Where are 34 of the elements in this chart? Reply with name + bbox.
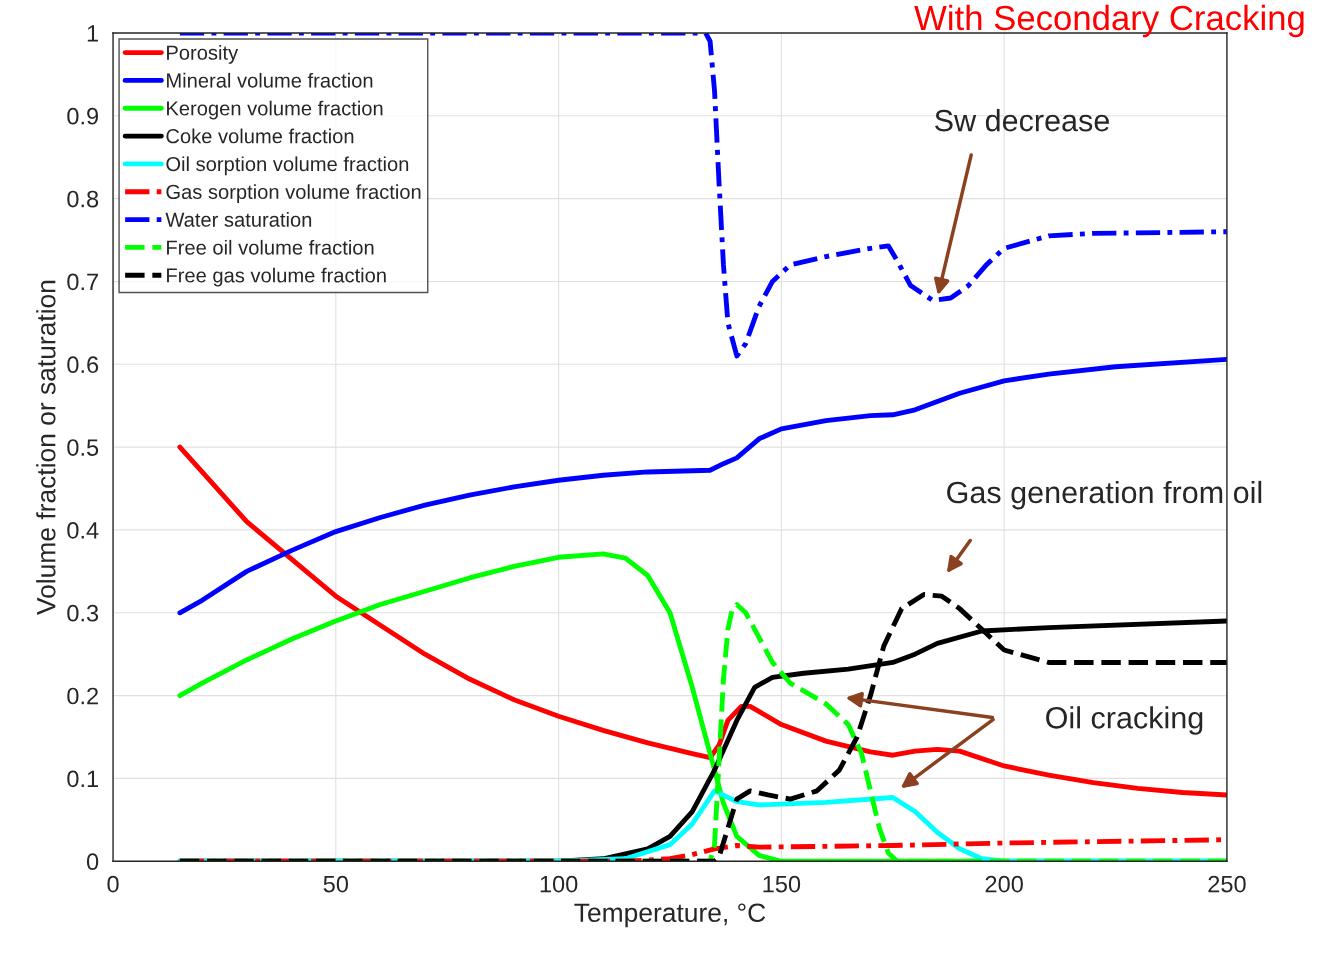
y-tick-label: 0.2	[67, 687, 98, 705]
y-tick-label: 0.5	[67, 439, 99, 456]
legend-label: Oil sorption volume fraction	[166, 156, 409, 176]
x-tick-label: 50	[323, 875, 349, 893]
legend-label: Kerogen volume fraction	[167, 100, 383, 120]
annotation: Gas generation from oil	[947, 480, 1262, 510]
y-tick-label: 1	[87, 25, 98, 42]
y-tick-label: 0	[86, 853, 99, 871]
y-tick-label: 0.1	[67, 770, 98, 788]
y-tick-label: 0.4	[67, 522, 99, 539]
y-tick-label: 0.9	[67, 107, 99, 125]
chart-title: With Secondary Cracking	[914, 4, 1304, 38]
y-tick-label: 0.3	[67, 604, 99, 622]
legend-label: Free gas volume fraction	[167, 267, 386, 287]
y-axis-title: Volume fraction or saturation	[36, 280, 56, 615]
y-tick-label: 0.8	[67, 190, 99, 208]
line-series	[177, 444, 1227, 798]
legend-label: Gas sorption volume fraction	[166, 184, 421, 203]
legend-label: Mineral volume fraction	[167, 72, 373, 88]
legend-label: Free oil volume fraction	[167, 239, 374, 255]
x-tick-label: 100	[540, 875, 578, 893]
line-series	[177, 356, 1227, 616]
x-tick-label: 200	[985, 875, 1023, 893]
legend-label: Porosity	[167, 45, 239, 64]
x-tick-label: 150	[763, 875, 801, 893]
x-tick-label: 0	[107, 875, 119, 893]
y-tick-label: 0.7	[67, 273, 98, 291]
x-tick-label: 250	[1208, 875, 1246, 893]
x-axis-title: Temperature, °C	[574, 903, 766, 928]
annotation: Sw decrease	[935, 109, 1109, 132]
annotation: Oil cracking	[1046, 706, 1203, 735]
y-tick-label: 0.6	[67, 356, 99, 374]
legend-label: Water saturation	[165, 212, 312, 227]
legend-label: Coke volume fraction	[166, 128, 354, 144]
